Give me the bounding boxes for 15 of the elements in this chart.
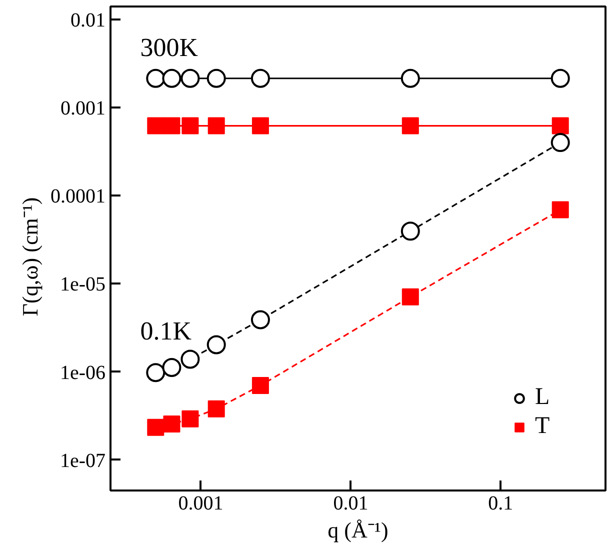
x-tick-label: 0.1 [488, 492, 514, 514]
x-tick-label: 0.001 [178, 492, 224, 514]
legend-label: T [535, 413, 551, 440]
legend-label: L [535, 384, 551, 411]
y-tick-label: 1e-07 [60, 450, 106, 472]
annotation: 0.1K [140, 316, 192, 346]
y-tick-label: 1e-05 [60, 274, 106, 296]
y-tick-label: 0.01 [70, 9, 106, 32]
y-tick-label: 0.0001 [50, 186, 106, 208]
y-axis-title: Γ(q,ω) (cm⁻¹) [18, 197, 42, 316]
y-tick-label: 0.001 [60, 97, 106, 120]
x-axis-title: q (Å⁻¹) [328, 518, 388, 542]
x-tick-label: 0.01 [333, 492, 368, 514]
annotation: 300K [140, 33, 198, 62]
y-tick-label: 1e-06 [60, 362, 106, 384]
